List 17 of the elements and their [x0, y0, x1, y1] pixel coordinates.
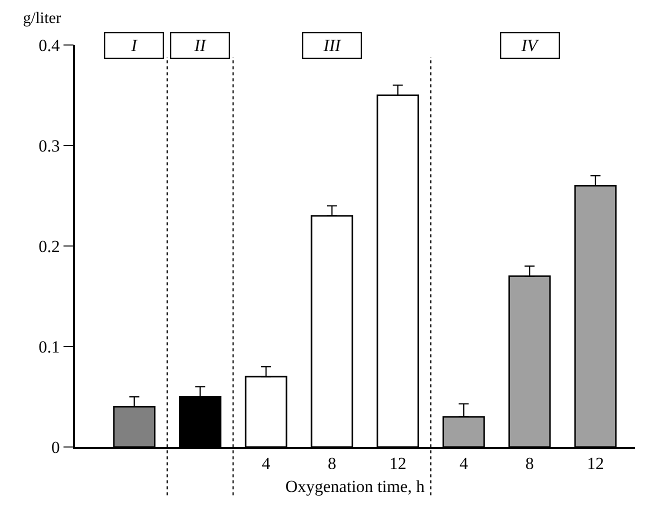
x-axis-title: Oxygenation time, h [285, 477, 426, 496]
annotation: III [322, 36, 342, 56]
x-tick-label: 8 [328, 454, 336, 474]
y-tick-label: 0.3 [38, 136, 60, 156]
x-tick-label: 4 [459, 454, 468, 474]
y-tick-label: 0.4 [38, 36, 60, 55]
y-tick-label: 0.2 [38, 236, 60, 256]
y-axis-title: g/liter [23, 10, 62, 27]
x-tick-label: 4 [262, 454, 271, 474]
y-tick-label: 0.1 [38, 337, 60, 356]
x-tick-label: 8 [525, 454, 534, 474]
x-tick-label: 12 [586, 454, 604, 474]
annotation: IV [520, 36, 540, 56]
annotation: II [193, 36, 208, 56]
x-tick-label: 12 [389, 454, 406, 474]
y-tick-label: 0 [51, 438, 60, 457]
annotation: I [130, 36, 138, 56]
